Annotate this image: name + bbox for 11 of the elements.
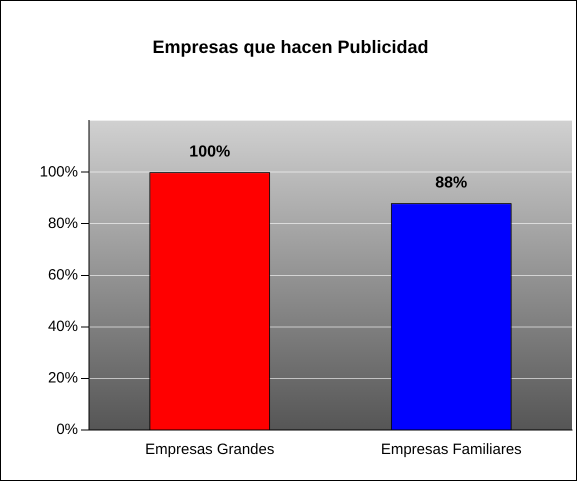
data-label: 100% <box>189 144 230 161</box>
chart-title: Empresas que hacen Publicidad <box>152 36 429 57</box>
y-tick-label: 80% <box>48 214 78 232</box>
data-label: 88% <box>435 174 468 192</box>
y-tick-label: 100% <box>40 163 78 180</box>
y-tick-label: 40% <box>48 318 78 336</box>
y-tick-label: 20% <box>48 370 78 387</box>
y-tick-label: 0% <box>56 421 78 438</box>
y-tick-label: 60% <box>48 266 78 284</box>
x-tick-label: Empresas Familiares <box>380 441 522 458</box>
x-tick-label: Empresas Grandes <box>145 441 274 458</box>
